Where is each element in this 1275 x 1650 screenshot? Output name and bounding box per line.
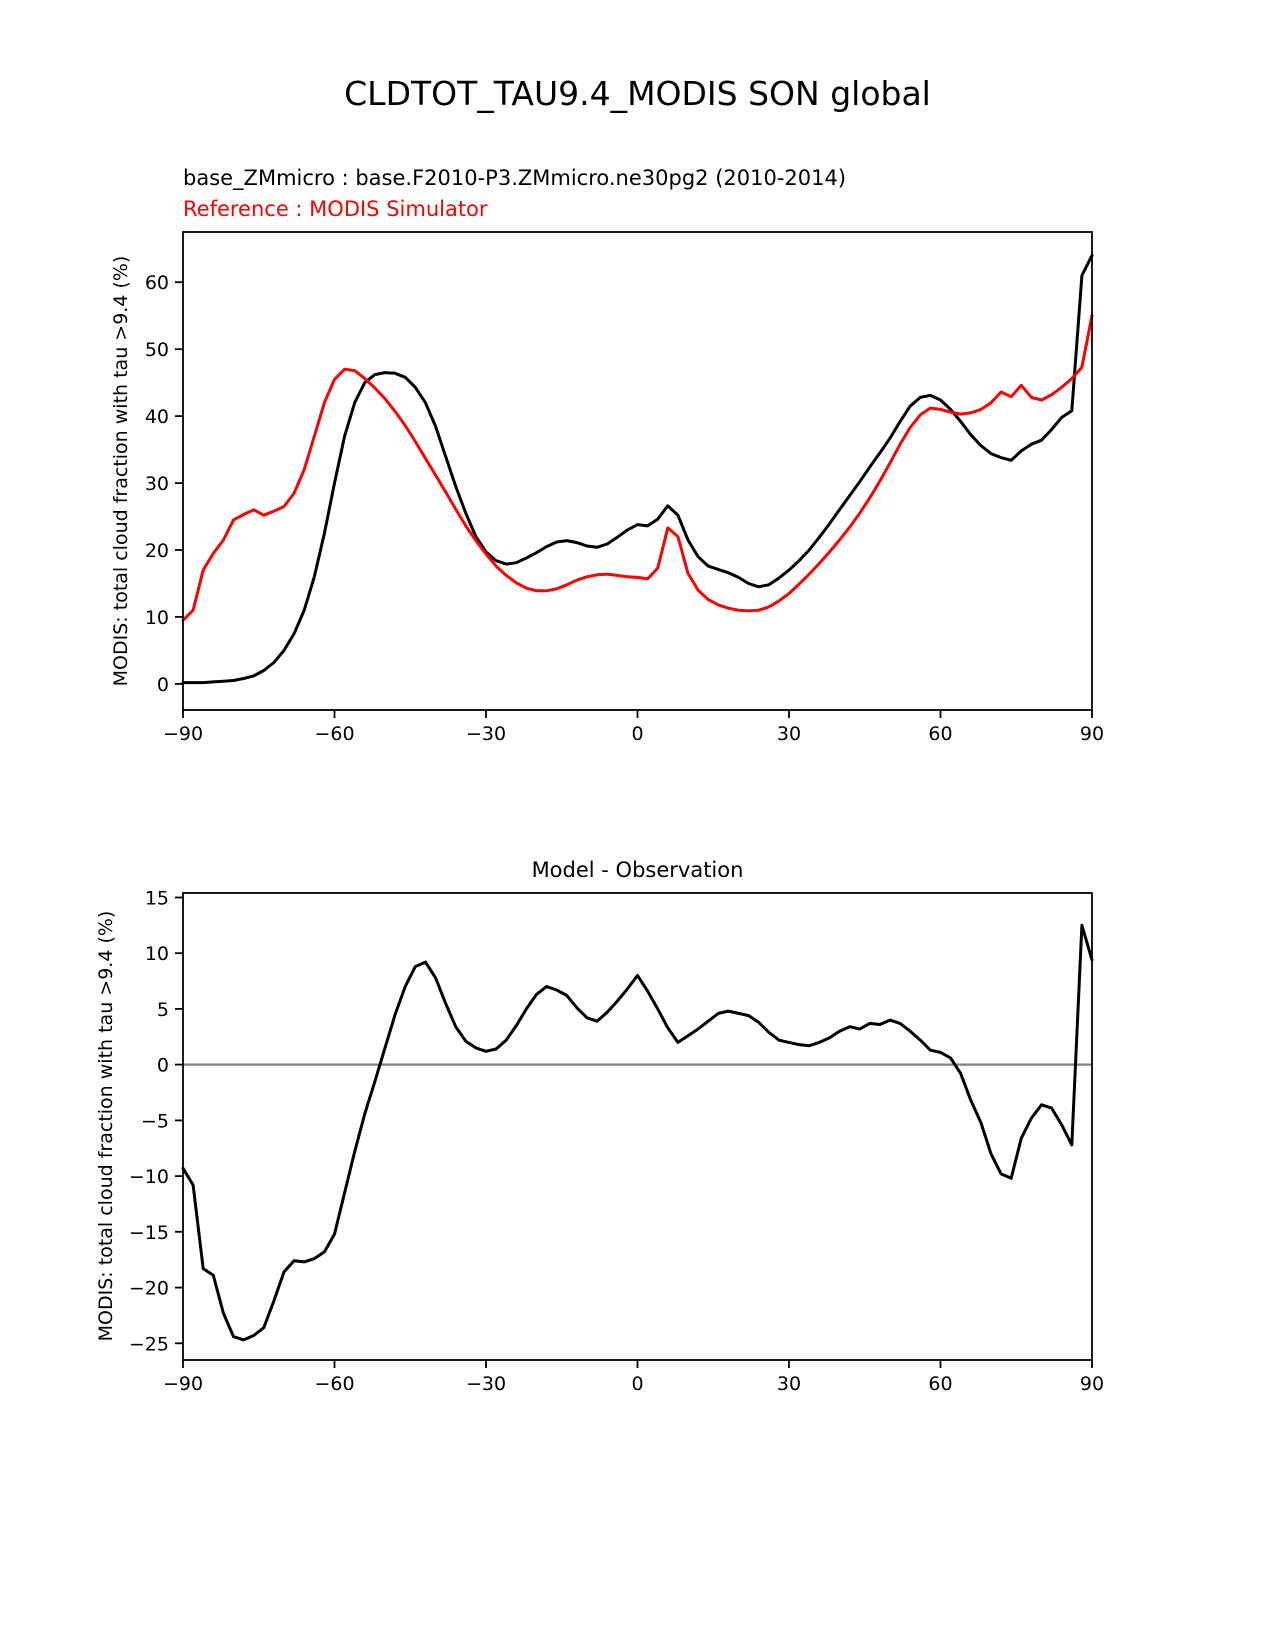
x-tick-label: 0 <box>631 1373 643 1395</box>
x-tick-label: −90 <box>163 1373 203 1395</box>
y-tick-label: −20 <box>129 1278 169 1300</box>
legend-reference-label: Reference : MODIS Simulator <box>183 197 488 221</box>
x-tick-label: −90 <box>163 723 203 745</box>
figure-title: CLDTOT_TAU9.4_MODIS SON global <box>344 74 931 113</box>
y-tick-label: −25 <box>129 1333 169 1355</box>
x-tick-label: −60 <box>314 723 354 745</box>
legend-model-label: base_ZMmicro : base.F2010-P3.ZMmicro.ne3… <box>183 166 847 190</box>
x-tick-label: −30 <box>466 1373 506 1395</box>
x-tick-label: −30 <box>466 723 506 745</box>
y-tick-label: −5 <box>141 1110 169 1132</box>
y-tick-label: 5 <box>157 999 169 1021</box>
y-tick-label: 0 <box>157 1055 169 1077</box>
y-tick-label: 0 <box>157 674 169 696</box>
y-tick-label: 50 <box>145 339 169 361</box>
y-tick-label: −15 <box>129 1222 169 1244</box>
y-tick-label: 30 <box>145 473 169 495</box>
x-tick-label: 0 <box>631 723 643 745</box>
x-tick-label: 60 <box>928 723 952 745</box>
series-line <box>181 314 1094 622</box>
x-tick-label: 60 <box>928 1373 952 1395</box>
y-tick-label: 40 <box>145 406 169 428</box>
series-line <box>181 253 1094 685</box>
y-tick-label: 60 <box>145 272 169 294</box>
y-tick-label: 20 <box>145 540 169 562</box>
y-tick-label: −10 <box>129 1166 169 1188</box>
y-tick-label: 10 <box>145 943 169 965</box>
axes-frame <box>182 892 1093 1361</box>
x-tick-label: −60 <box>314 1373 354 1395</box>
series-line <box>181 923 1094 1342</box>
x-tick-label: 90 <box>1080 723 1104 745</box>
y-tick-label: 15 <box>145 888 169 910</box>
x-tick-label: 30 <box>777 723 801 745</box>
x-tick-label: 30 <box>777 1373 801 1395</box>
x-tick-label: 90 <box>1080 1373 1104 1395</box>
y-tick-label: 10 <box>145 607 169 629</box>
bottom-chart-title: Model - Observation <box>531 858 744 882</box>
axes-frame <box>182 231 1093 711</box>
